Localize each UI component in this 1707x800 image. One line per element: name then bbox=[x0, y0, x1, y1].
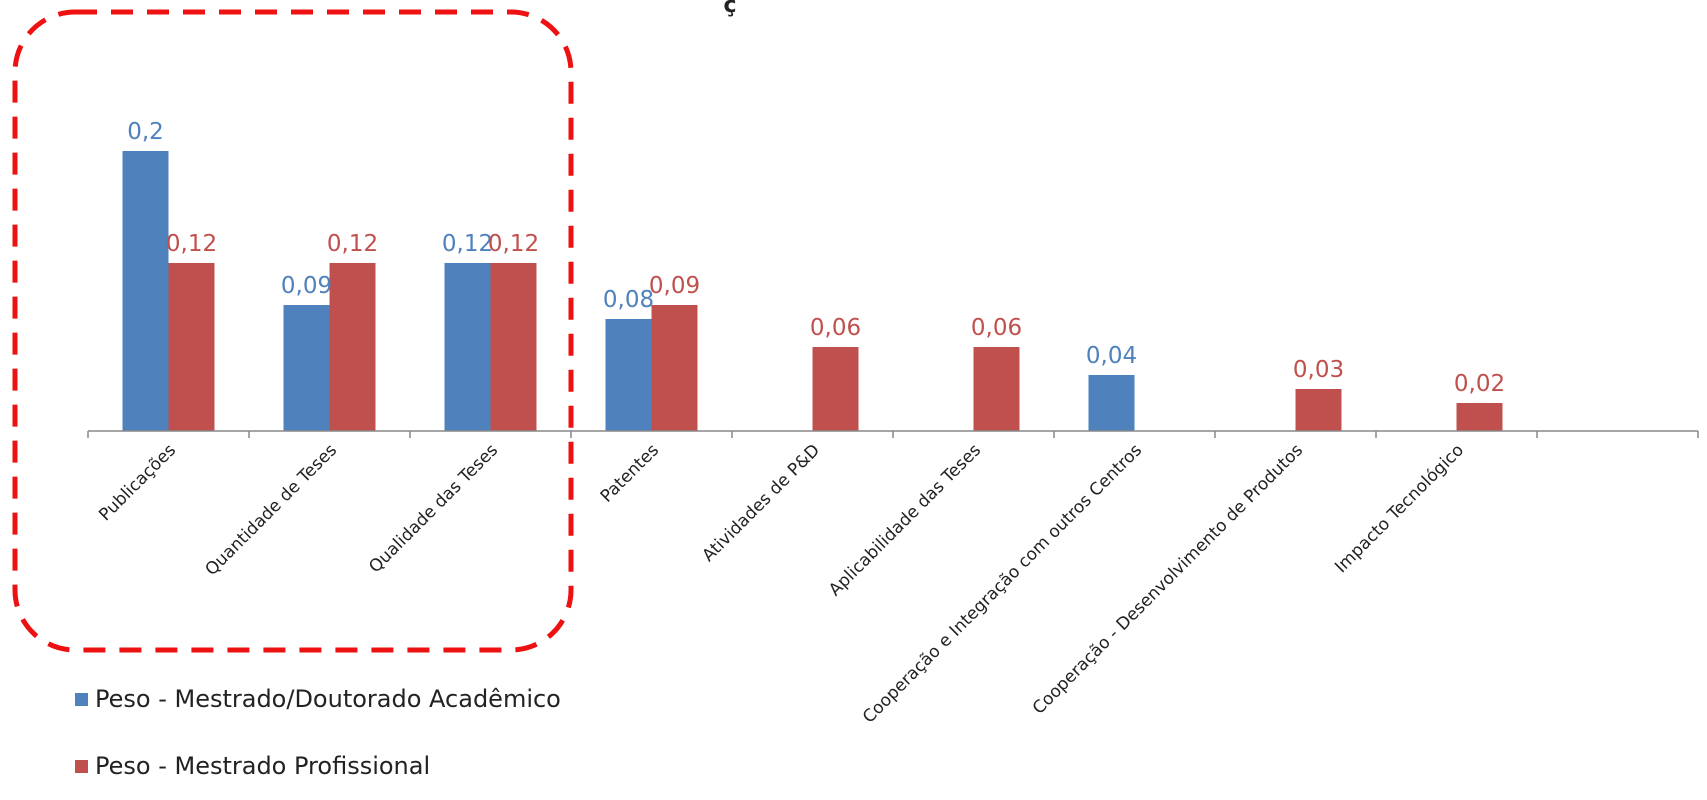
bar-professional bbox=[973, 347, 1020, 431]
x-tick-label: Qualidade das Teses bbox=[365, 440, 502, 577]
data-label: 0,12 bbox=[488, 231, 539, 257]
bar-academic bbox=[283, 305, 330, 431]
x-tick-label: Impacto Tecnológico bbox=[1331, 440, 1468, 577]
highlight-box bbox=[12, 9, 574, 653]
data-label: 0,09 bbox=[281, 273, 332, 299]
bar-professional bbox=[168, 263, 215, 431]
x-tick-label: Quantidade de Teses bbox=[201, 440, 341, 580]
x-tick-label: Cooperação e Integração com outros Centr… bbox=[859, 440, 1146, 727]
data-label: 0,12 bbox=[442, 231, 493, 257]
bar-professional bbox=[651, 305, 698, 431]
data-label: 0,12 bbox=[327, 231, 378, 257]
data-label: 0,06 bbox=[971, 315, 1022, 341]
bar-professional bbox=[812, 347, 859, 431]
bar-professional bbox=[1456, 403, 1503, 431]
x-tick-label: Cooperação - Desenvolvimento de Produtos bbox=[1029, 440, 1307, 718]
bar-academic bbox=[605, 319, 652, 431]
data-label: 0,03 bbox=[1293, 357, 1344, 383]
x-tick-label: Publicações bbox=[95, 440, 180, 525]
bar-academic bbox=[122, 151, 169, 431]
data-label: 0,08 bbox=[603, 287, 654, 313]
data-label: 0,06 bbox=[810, 315, 861, 341]
data-label: 0,04 bbox=[1086, 343, 1137, 369]
legend-label-professional: Peso - Mestrado Profissional bbox=[95, 752, 431, 780]
data-label: 0,12 bbox=[166, 231, 217, 257]
x-tick-label: Atividades de P&D bbox=[699, 440, 825, 566]
x-tick-label: Patentes bbox=[597, 440, 663, 506]
bar-professional bbox=[490, 263, 537, 431]
chart-title: ç bbox=[723, 0, 736, 18]
data-label: 0,09 bbox=[649, 273, 700, 299]
x-tick-label: Aplicabilidade das Teses bbox=[825, 440, 985, 600]
bar-academic bbox=[1088, 375, 1135, 431]
bar-professional bbox=[1295, 389, 1342, 431]
data-label: 0,2 bbox=[127, 119, 164, 145]
legend-item-academic: Peso - Mestrado/Doutorado Acadêmico bbox=[75, 685, 561, 713]
legend-label-academic: Peso - Mestrado/Doutorado Acadêmico bbox=[95, 685, 561, 713]
legend-item-professional: Peso - Mestrado Profissional bbox=[75, 752, 430, 780]
legend-swatch-academic bbox=[75, 692, 88, 706]
data-label: 0,02 bbox=[1454, 371, 1505, 397]
legend-swatch-professional bbox=[75, 759, 88, 773]
bar-professional bbox=[329, 263, 376, 431]
bar-academic bbox=[444, 263, 491, 431]
